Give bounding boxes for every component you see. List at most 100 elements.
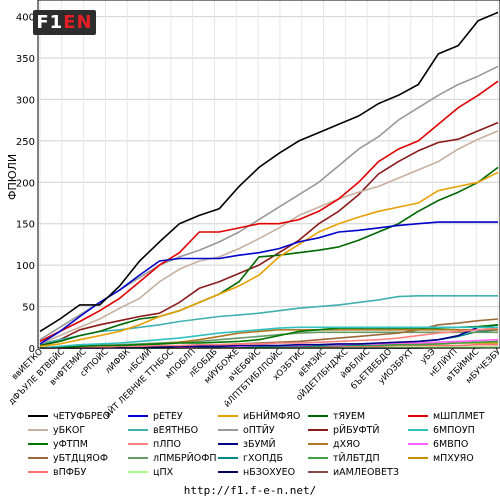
legend-label: иАМЛЕОВЕТЗ [333,467,399,478]
legend-item: тЯУЕМ [308,410,365,424]
y-tick-label: 250 [16,137,35,148]
y-axis-ticks: 0 50 100 150 200 250 300 350 400 [16,13,35,355]
legend-item: нБЗОХУЕО [218,466,295,480]
legend-label: гХОПДБ [243,453,284,464]
series-line [39,324,499,349]
series-line [39,11,499,333]
legend-label: иБНЙМФЯО [243,411,301,422]
legend-label: зБУМЙ [243,439,276,450]
y-tick-label: 350 [16,54,35,65]
legend-swatch [308,470,328,473]
legend-label: вПФБУ [53,467,87,478]
legend-item: иАМЛЕОВЕТЗ [308,466,399,480]
x-tick-label: уБЭ [419,347,438,366]
legend-swatch [128,470,148,473]
f1-logo: F1EN [33,10,96,35]
legend-label: уБТДЦЯОФ [53,453,108,464]
legend-item: уФТПМ [28,438,88,452]
legend-item: мПХУЯО [408,452,474,466]
logo-text: F1EN [36,12,93,33]
series-line [40,327,499,349]
legend-item: 6МПОУП [408,424,475,438]
y-tick-label: 0 [29,344,35,355]
series-line [39,326,498,349]
legend-swatch [218,456,238,459]
legend-item: вПФБУ [28,466,86,480]
footer-url[interactable]: http://f1.f-e-n.net/ [183,484,317,497]
legend-label: нБЗОХУЕО [243,467,296,478]
legend-item: уБКОГ [28,424,85,438]
legend-label: чЕТУФБРЕО [53,411,111,422]
legend-swatch [28,456,48,459]
y-tick-label: 150 [16,220,35,231]
legend-item: дХЯО [308,438,360,452]
legend-item: рЕТЕУ [128,410,183,424]
legend-swatch [128,442,148,445]
series-line [39,221,498,345]
series-line [39,166,499,347]
legend-label: цПХ [153,467,174,478]
legend-swatch [128,414,148,417]
y-tick-label: 400 [16,13,35,24]
y-axis-label: ФПЮЛИ [6,153,19,200]
chart-legend: чЕТУФБРЕО рЕТЕУ иБНЙМФЯО тЯУЕМ мШПЛМЕТ уБКОГ в… [28,410,498,482]
legend-swatch [218,428,238,431]
legend-item: чЕТУФБРЕО [28,410,110,424]
y-tick-label: 50 [22,303,35,314]
series-line [39,121,499,347]
series-line [39,130,499,345]
legend-swatch [308,442,328,445]
chart-series-lines [39,11,499,349]
legend-swatch [408,442,428,445]
legend-item: тЙЛБТДП [308,452,380,466]
series-line [40,324,499,349]
legend-swatch [408,428,428,431]
legend-swatch [408,456,428,459]
legend-item: пЛПО [128,438,181,452]
series-line [39,65,499,341]
legend-swatch [408,414,428,417]
legend-label: рЙБУФТЙ [333,425,380,436]
legend-item: лПМБРЙОФП [128,452,217,466]
legend-label: тЙЛБТДП [333,453,380,464]
plot-frame [37,0,500,349]
legend-item: гХОПДБ [218,452,283,466]
legend-label: уФТПМ [53,439,88,450]
legend-item: мШПЛМЕТ [408,410,485,424]
legend-swatch [28,428,48,431]
legend-item: вЕЯТНБО [128,424,198,438]
legend-swatch [128,428,148,431]
legend-label: дХЯО [333,439,361,450]
legend-swatch [308,414,328,417]
series-line [39,171,499,348]
y-tick-label: 300 [16,95,35,106]
legend-swatch [308,428,328,431]
legend-label: пЛПО [153,439,181,450]
legend-swatch [128,456,148,459]
legend-label: мШПЛМЕТ [433,411,485,422]
legend-item: иБНЙМФЯО [218,410,300,424]
series-line [39,294,498,345]
legend-item: зБУМЙ [218,438,276,452]
legend-label: рЕТЕУ [153,411,183,422]
legend-label: 6МВПО [433,439,469,450]
legend-label: тЯУЕМ [333,411,366,422]
legend-swatch [308,456,328,459]
legend-swatch [218,442,238,445]
legend-swatch [28,442,48,445]
legend-swatch [218,414,238,417]
legend-item: оПТЙУ [218,424,275,438]
legend-item: уБТДЦЯОФ [28,452,108,466]
legend-label: 6МПОУП [433,425,475,436]
series-line [39,80,499,343]
legend-label: оПТЙУ [243,425,275,436]
y-tick-label: 200 [16,178,35,189]
legend-item: цПХ [128,466,173,480]
legend-label: лПМБРЙОФП [153,453,217,464]
legend-label: мПХУЯО [433,453,474,464]
legend-item: рЙБУФТЙ [308,424,380,438]
legend-label: вЕЯТНБО [153,425,199,436]
legend-swatch [218,470,238,473]
